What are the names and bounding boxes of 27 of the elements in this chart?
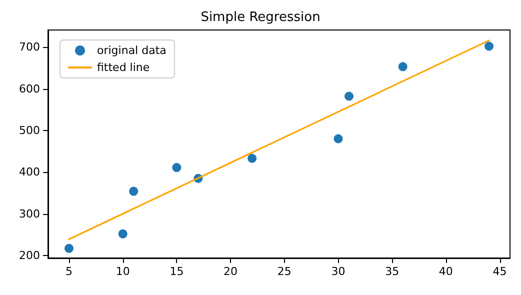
legend-label: fitted line xyxy=(97,61,150,74)
point xyxy=(172,163,182,172)
point xyxy=(64,244,74,253)
y-tick-label: 600 xyxy=(19,82,40,96)
x-tick-label: 15 xyxy=(170,265,184,278)
point xyxy=(129,186,138,196)
x-tick-label: 25 xyxy=(277,265,292,278)
y-tick-label: 700 xyxy=(19,40,40,54)
legend-label: original data xyxy=(97,44,166,57)
x-tick-label: 30 xyxy=(331,265,346,278)
point xyxy=(334,134,343,144)
point xyxy=(344,92,354,101)
x-tick-label: 5 xyxy=(66,265,72,278)
point xyxy=(484,42,494,51)
y-tick-label: 200 xyxy=(19,249,40,262)
point xyxy=(398,62,408,72)
x-tick-label: 40 xyxy=(438,265,453,278)
point xyxy=(248,154,257,163)
y-tick-label: 500 xyxy=(19,124,40,137)
x-tick-label: 35 xyxy=(385,265,400,278)
y-tick-label: 300 xyxy=(19,207,40,220)
y-tick-label: 400 xyxy=(19,166,40,179)
point xyxy=(118,229,128,238)
chart-title: Simple Regression xyxy=(200,10,320,25)
x-tick-label: 10 xyxy=(116,265,130,278)
x-tick-label: 20 xyxy=(224,265,238,278)
x-tick-label: 45 xyxy=(492,265,507,278)
